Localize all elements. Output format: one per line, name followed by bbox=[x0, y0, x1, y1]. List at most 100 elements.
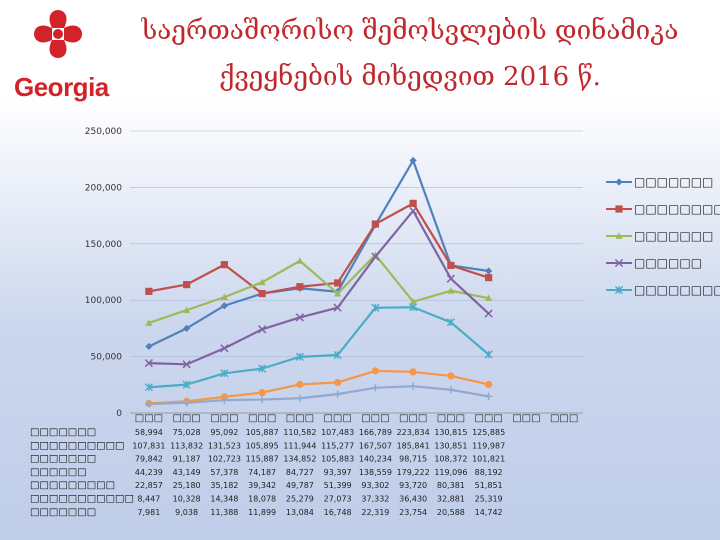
table-cell: 93,397 bbox=[324, 468, 352, 477]
table-cell: 10,328 bbox=[173, 495, 201, 504]
series-line bbox=[148, 159, 489, 348]
table-row-label: □□□□□□□□□□□ bbox=[30, 494, 134, 505]
legend-item: □□□□□□□ bbox=[606, 175, 713, 189]
data-point bbox=[183, 306, 191, 314]
table-cell: 18,078 bbox=[248, 495, 276, 504]
data-point bbox=[333, 303, 342, 312]
table-cell: 138,559 bbox=[359, 468, 392, 477]
legend-item: □□□□□□ bbox=[606, 256, 702, 270]
data-point bbox=[220, 302, 228, 310]
data-point bbox=[183, 280, 191, 289]
table-row-label: □□□□□□□ bbox=[30, 507, 96, 518]
series-line bbox=[148, 253, 489, 324]
table-cell: 134,852 bbox=[283, 455, 316, 464]
table-cell: 23,754 bbox=[399, 508, 427, 517]
series-1 bbox=[145, 156, 493, 351]
table-cell: 223,834 bbox=[397, 428, 430, 437]
data-point bbox=[183, 324, 191, 332]
table-cell: 74,187 bbox=[248, 468, 276, 477]
data-point bbox=[258, 364, 267, 373]
data-point bbox=[220, 369, 229, 378]
data-point bbox=[371, 220, 379, 228]
data-point bbox=[295, 352, 304, 361]
table-cell: 91,187 bbox=[173, 455, 201, 464]
data-point bbox=[295, 313, 305, 322]
table-cell: 80,381 bbox=[437, 481, 465, 490]
table-cell: 27,073 bbox=[324, 495, 352, 504]
legend-item: □□□□□□□□□ bbox=[606, 283, 720, 297]
data-point bbox=[258, 278, 266, 286]
table-cell: 39,342 bbox=[248, 481, 276, 490]
x-tick-label: □□□ bbox=[172, 413, 200, 424]
table-cell: 13,084 bbox=[286, 508, 314, 517]
x-tick-label: □□□ bbox=[474, 413, 502, 424]
legend-label: □□□□□□□ bbox=[634, 175, 713, 189]
data-point bbox=[220, 261, 228, 269]
series-line bbox=[148, 369, 489, 405]
data-point bbox=[145, 342, 153, 351]
table-cell: 58,994 bbox=[135, 428, 163, 437]
data-point bbox=[296, 257, 304, 264]
table-cell: 25,319 bbox=[475, 495, 503, 504]
data-point bbox=[409, 199, 417, 207]
data-point bbox=[408, 206, 418, 215]
table-cell: 57,378 bbox=[210, 468, 238, 477]
data-point bbox=[334, 390, 342, 398]
table-cell: 110,582 bbox=[283, 428, 316, 437]
x-tick-label: □□□ bbox=[210, 413, 238, 424]
table-row-label: □□□□□□□□□□ bbox=[30, 440, 124, 451]
data-point bbox=[446, 274, 456, 283]
data-point bbox=[258, 395, 266, 404]
x-tick-label: □□□ bbox=[248, 413, 276, 424]
table-cell: 179,222 bbox=[397, 468, 430, 477]
table-cell: 113,832 bbox=[170, 441, 203, 450]
table-cell: 8,447 bbox=[137, 495, 160, 504]
series-5 bbox=[144, 303, 493, 392]
table-cell: 84,727 bbox=[286, 468, 314, 477]
legend-label: □□□□□□□□□□ bbox=[634, 202, 720, 216]
table-cell: 130,851 bbox=[434, 441, 467, 450]
table-cell: 105,883 bbox=[321, 455, 354, 464]
table-cell: 107,483 bbox=[321, 428, 354, 437]
data-point bbox=[615, 232, 623, 239]
table-cell: 101,821 bbox=[472, 455, 505, 464]
series-line bbox=[148, 209, 490, 366]
data-point bbox=[334, 289, 342, 297]
x-tick-label: □□□ bbox=[361, 413, 389, 424]
table-cell: 98,715 bbox=[399, 455, 427, 464]
table-cell: 95,092 bbox=[210, 428, 238, 437]
data-point bbox=[371, 367, 379, 375]
series-line bbox=[148, 385, 489, 406]
table-cell: 75,028 bbox=[173, 428, 201, 437]
data-point bbox=[409, 156, 417, 165]
data-point bbox=[296, 394, 304, 402]
table-cell: 16,748 bbox=[324, 508, 352, 517]
series-7 bbox=[145, 382, 493, 408]
data-point bbox=[447, 386, 455, 394]
x-tick-label: □□□ bbox=[135, 413, 163, 424]
data-point bbox=[446, 318, 455, 327]
data-point bbox=[220, 396, 228, 404]
data-point bbox=[485, 267, 493, 275]
table-row-label: □□□□□□□ bbox=[30, 427, 96, 438]
legend-item: □□□□□□□□□□ bbox=[606, 202, 720, 216]
data-point bbox=[258, 289, 266, 298]
data-point bbox=[615, 205, 623, 213]
table-cell: 79,842 bbox=[135, 455, 163, 464]
data-point bbox=[145, 319, 153, 326]
table-cell: 111,944 bbox=[283, 441, 316, 450]
data-point bbox=[409, 303, 418, 312]
chart-title-line1: საერთაშორისო შემოსვლების დინამიკა bbox=[141, 16, 679, 46]
y-tick-label: 250,000 bbox=[85, 127, 122, 137]
table-cell: 102,723 bbox=[208, 455, 241, 464]
x-tick-label: □□□ bbox=[512, 413, 540, 424]
table-cell: 49,787 bbox=[286, 481, 314, 490]
table-cell: 93,720 bbox=[399, 481, 427, 490]
data-point bbox=[257, 325, 267, 334]
y-tick-label: 0 bbox=[116, 409, 122, 419]
table-row-label: □□□□□□□□□ bbox=[30, 480, 115, 491]
table-cell: 131,523 bbox=[208, 441, 241, 450]
table-cell: 51,851 bbox=[475, 481, 503, 490]
data-point bbox=[485, 392, 493, 400]
